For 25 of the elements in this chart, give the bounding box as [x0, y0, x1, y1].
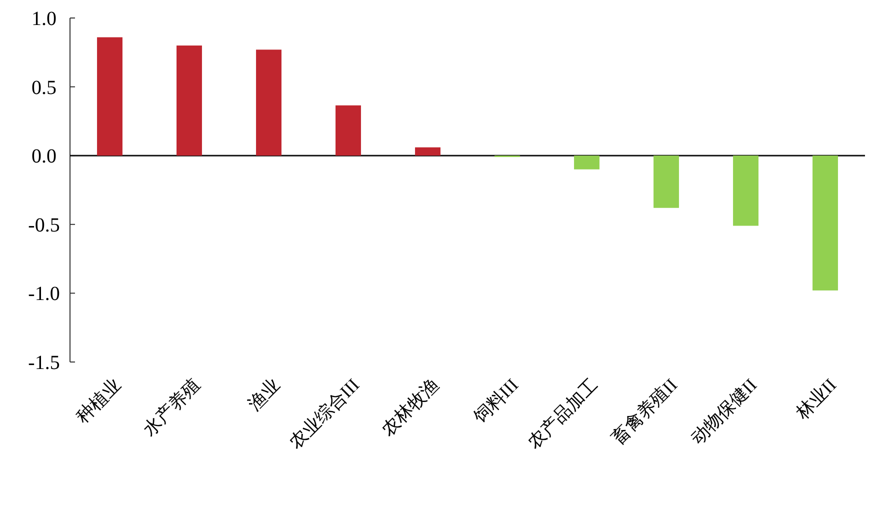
bar	[256, 50, 282, 156]
y-tick-label: 0.5	[32, 76, 56, 99]
y-tick-label: 1.0	[32, 8, 56, 30]
x-tick-label: 农林牧渔	[378, 374, 443, 440]
x-tick-label: 渔业	[244, 374, 284, 414]
x-tick-label: 畜禽养殖II	[608, 374, 682, 448]
x-tick-label: 林业II	[791, 374, 840, 424]
bar	[415, 147, 440, 156]
x-tick-label: 农业综合III	[285, 374, 364, 452]
y-tick-label: -0.5	[28, 214, 60, 236]
x-tick-label: 动物保健II	[687, 374, 761, 448]
bar	[97, 37, 122, 156]
bar	[574, 156, 600, 170]
bar	[176, 46, 202, 156]
x-tick-label: 水产养殖	[139, 374, 204, 440]
y-tick-label: 0.0	[32, 146, 56, 168]
y-tick-label: -1.5	[28, 352, 60, 374]
bar	[654, 156, 679, 208]
bar	[812, 156, 838, 290]
x-tick-label: 农产品加工	[524, 374, 602, 452]
y-tick-label: -1.0	[28, 283, 60, 306]
x-tick-label: 种植业	[72, 374, 125, 428]
x-tick-label: 饲料III	[469, 374, 522, 428]
bar	[336, 105, 361, 156]
bar	[733, 156, 758, 226]
